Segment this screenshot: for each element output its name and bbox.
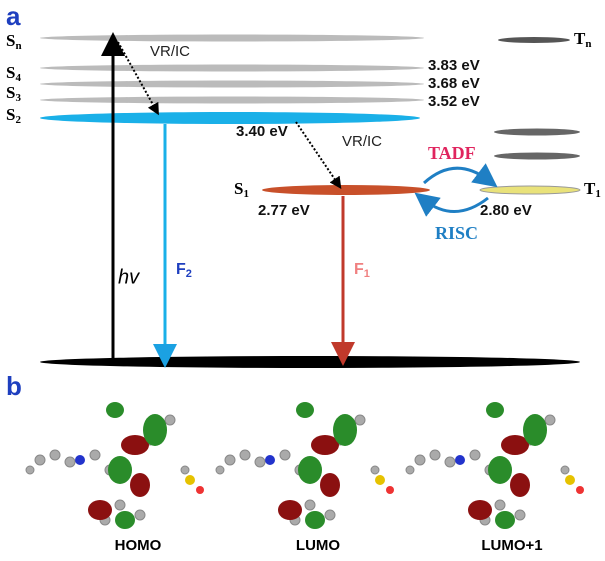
level-s3b bbox=[40, 97, 424, 104]
annotation: TADF bbox=[428, 143, 476, 163]
level-t1 bbox=[480, 186, 580, 194]
panel-label: b bbox=[6, 371, 22, 401]
level-label: S3 bbox=[6, 83, 21, 104]
ground-state bbox=[40, 356, 580, 368]
orbital-label: HOMO bbox=[115, 537, 162, 554]
level-s3 bbox=[40, 81, 424, 88]
annotation: hv bbox=[118, 266, 140, 288]
energy-label: 3.68 eV bbox=[428, 75, 480, 92]
energy-label: 3.83 eV bbox=[428, 57, 480, 74]
panel-a: a Sn S4 S3 S2 S1 Tn T1 3.83 eV 3.68 eV 3… bbox=[6, 1, 601, 368]
energy-label: 3.40 eV bbox=[236, 123, 288, 140]
orbital-label: LUMO+1 bbox=[481, 537, 542, 554]
figure: a Sn S4 S3 S2 S1 Tn T1 3.83 eV 3.68 eV 3… bbox=[0, 0, 605, 556]
annotation: VR/IC bbox=[150, 43, 190, 60]
level-label: S4 bbox=[6, 63, 21, 84]
orbital-image bbox=[26, 402, 204, 529]
level-sn bbox=[40, 35, 424, 42]
annotation: RISC bbox=[435, 223, 478, 243]
energy-label: 2.77 eV bbox=[258, 202, 310, 219]
level-s2 bbox=[40, 112, 420, 124]
level-t bbox=[494, 129, 580, 136]
level-s1 bbox=[262, 185, 430, 195]
risc-arrow bbox=[424, 198, 488, 212]
energy-label: 3.52 eV bbox=[428, 93, 480, 110]
orbital-label: LUMO bbox=[296, 537, 340, 554]
panel-label: a bbox=[6, 1, 21, 31]
orbital-image bbox=[406, 402, 584, 529]
panel-b: b HOMO LUMO LUMO+1 bbox=[6, 371, 584, 554]
energy-label: 2.80 eV bbox=[480, 202, 532, 219]
vric-arrow bbox=[296, 122, 338, 184]
level-label: Tn bbox=[574, 29, 591, 50]
level-tn bbox=[498, 37, 570, 43]
emission-label: F1 bbox=[354, 261, 370, 280]
level-label: T1 bbox=[584, 179, 601, 200]
level-t bbox=[494, 153, 580, 160]
emission-label: F2 bbox=[176, 261, 192, 280]
level-label: Sn bbox=[6, 31, 22, 52]
orbital-image bbox=[216, 402, 394, 529]
level-label: S1 bbox=[234, 179, 249, 200]
tadf-arrow bbox=[424, 168, 488, 183]
level-label: S2 bbox=[6, 105, 21, 126]
annotation: VR/IC bbox=[342, 133, 382, 150]
level-s4 bbox=[40, 65, 424, 72]
